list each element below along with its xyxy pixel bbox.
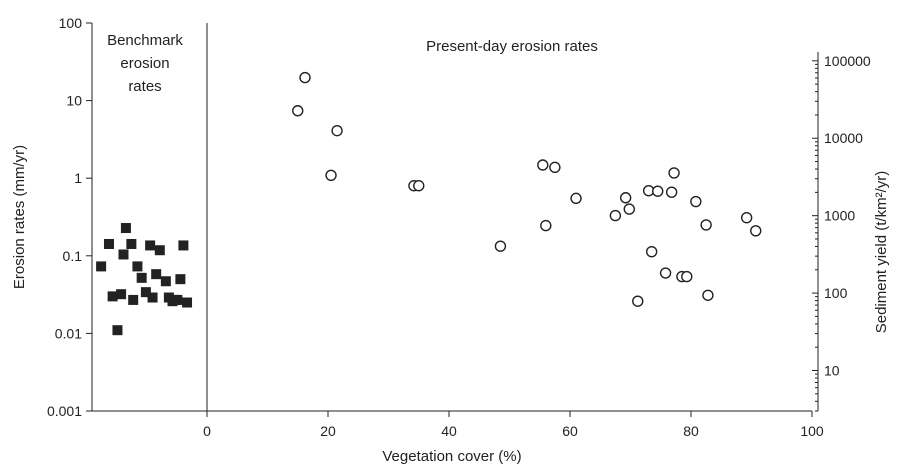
present-day-point bbox=[570, 192, 582, 205]
present-day-annotation: Present-day erosion rates bbox=[426, 38, 598, 55]
y-tick-label: 0.01 bbox=[55, 325, 82, 341]
y-tick-label: 0.001 bbox=[47, 403, 82, 419]
present-day-point bbox=[540, 219, 552, 232]
present-day-point bbox=[702, 289, 714, 301]
benchmark-point bbox=[182, 297, 193, 308]
y-left-ticks: 0.001 0.01 0.1 1 10 100 bbox=[47, 15, 92, 419]
benchmark-point bbox=[151, 269, 162, 280]
benchmark-point bbox=[160, 276, 171, 287]
x-tick-label: 20 bbox=[320, 423, 336, 439]
axes bbox=[91, 23, 819, 412]
benchmark-point bbox=[145, 240, 156, 251]
y2-tick-label: 1000 bbox=[824, 208, 855, 224]
benchmark-point bbox=[103, 238, 114, 249]
benchmark-point bbox=[147, 292, 158, 303]
present-day-point bbox=[619, 192, 632, 204]
benchmark-line-2: erosion bbox=[120, 55, 169, 72]
present-day-point bbox=[740, 211, 753, 224]
benchmark-point bbox=[128, 294, 139, 305]
y-tick-label: 1 bbox=[74, 170, 82, 186]
benchmark-point bbox=[154, 245, 165, 256]
present-day-point bbox=[690, 195, 702, 208]
y-tick-label: 10 bbox=[66, 93, 82, 109]
x-tick-label: 80 bbox=[683, 423, 699, 439]
benchmark-point bbox=[126, 238, 137, 249]
present-day-point bbox=[623, 203, 635, 215]
y2-tick-label: 100000 bbox=[824, 53, 871, 69]
y-right-ticks: 10 100 1000 10000 100000 bbox=[812, 53, 871, 412]
benchmark-point bbox=[175, 274, 186, 285]
y2-tick-label: 100 bbox=[824, 285, 848, 301]
x-tick-label: 0 bbox=[203, 423, 211, 439]
present-day-point bbox=[750, 225, 762, 237]
x-tick-label: 40 bbox=[441, 423, 457, 439]
data-points bbox=[96, 71, 762, 336]
y2-tick-label: 10 bbox=[824, 363, 840, 379]
y-axis-title: Erosion rates (mm/yr) bbox=[11, 145, 28, 289]
x-tick-label: 60 bbox=[562, 423, 578, 439]
present-day-point bbox=[537, 159, 549, 171]
y2-axis-title: Sediment yield (t/km²/yr) bbox=[873, 171, 890, 334]
y2-tick-label: 10000 bbox=[824, 130, 863, 146]
benchmark-point bbox=[136, 272, 147, 283]
benchmark-point bbox=[112, 325, 123, 336]
benchmark-point bbox=[118, 249, 129, 260]
present-day-point bbox=[325, 169, 337, 181]
y-tick-label: 0.1 bbox=[63, 248, 83, 264]
present-day-point bbox=[413, 180, 425, 192]
benchmark-point bbox=[172, 294, 183, 305]
x-axis-title: Vegetation cover (%) bbox=[382, 448, 521, 465]
benchmark-point bbox=[96, 261, 107, 272]
benchmark-point bbox=[120, 223, 131, 234]
present-day-point bbox=[609, 209, 622, 222]
y-tick-label: 100 bbox=[59, 15, 83, 31]
benchmark-point bbox=[178, 240, 189, 251]
present-day-point bbox=[331, 124, 343, 137]
present-day-point bbox=[700, 219, 712, 231]
present-day-point bbox=[549, 161, 561, 174]
benchmark-point bbox=[107, 291, 118, 302]
benchmark-point bbox=[116, 289, 127, 300]
present-day-point bbox=[659, 267, 672, 279]
present-day-point bbox=[494, 240, 507, 252]
present-day-point bbox=[299, 71, 311, 84]
present-day-point bbox=[665, 186, 678, 198]
x-tick-label: 100 bbox=[800, 423, 824, 439]
present-day-point bbox=[292, 105, 304, 117]
x-ticks: 0 20 40 60 80 100 bbox=[203, 411, 824, 439]
present-day-point bbox=[645, 245, 658, 258]
benchmark-point bbox=[132, 261, 143, 272]
present-day-point bbox=[652, 185, 664, 197]
present-day-point bbox=[632, 295, 644, 307]
benchmark-annotation: Benchmark erosion rates bbox=[107, 32, 183, 95]
present-day-point bbox=[668, 167, 680, 179]
benchmark-line-3: rates bbox=[128, 78, 161, 95]
present-day-point bbox=[681, 270, 693, 283]
benchmark-point bbox=[140, 287, 151, 298]
benchmark-line-1: Benchmark bbox=[107, 32, 183, 49]
